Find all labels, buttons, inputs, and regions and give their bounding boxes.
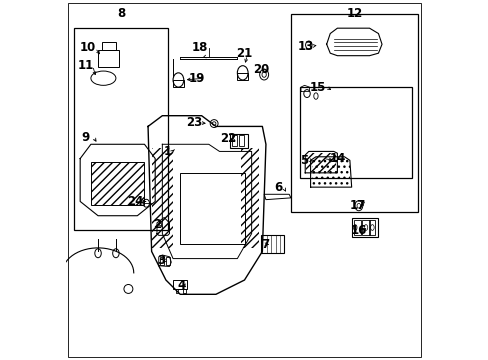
Text: 8: 8 (117, 8, 125, 21)
Bar (239, 135, 244, 146)
Bar (230, 134, 247, 148)
Text: 21: 21 (236, 47, 252, 60)
Bar (260, 235, 283, 253)
Text: 23: 23 (186, 116, 202, 129)
Text: 11: 11 (77, 59, 94, 72)
Bar (290, 14, 417, 212)
Text: 1: 1 (163, 145, 171, 158)
Bar (231, 135, 237, 146)
Text: 16: 16 (350, 224, 366, 237)
Text: 12: 12 (346, 8, 363, 21)
Bar (91, 162, 144, 205)
Text: 19: 19 (189, 72, 205, 85)
Bar (180, 173, 244, 244)
Text: 2: 2 (153, 218, 161, 231)
Text: 22: 22 (220, 132, 236, 145)
Text: 3: 3 (157, 254, 165, 267)
Bar (312, 159, 349, 186)
Bar (305, 153, 336, 172)
Bar (241, 148, 258, 248)
Bar (102, 42, 116, 50)
Bar (353, 220, 360, 235)
Bar (299, 87, 411, 178)
Text: 15: 15 (309, 81, 325, 94)
Text: 24: 24 (127, 195, 143, 208)
Bar (91, 162, 144, 205)
Bar (98, 50, 119, 67)
Bar (237, 73, 247, 80)
Bar (173, 280, 187, 289)
Text: 14: 14 (329, 152, 346, 165)
Bar (151, 148, 173, 248)
Text: 18: 18 (191, 41, 207, 54)
Bar (351, 217, 378, 237)
Text: 9: 9 (81, 131, 89, 144)
Bar (74, 28, 168, 230)
Text: 10: 10 (80, 41, 96, 54)
Text: 7: 7 (261, 238, 269, 251)
Text: 4: 4 (178, 279, 186, 292)
Bar (362, 220, 369, 235)
Bar (173, 80, 183, 87)
Text: 13: 13 (297, 40, 313, 53)
Bar (368, 220, 374, 235)
Bar (160, 257, 164, 265)
Text: 6: 6 (274, 181, 282, 194)
Bar (165, 257, 170, 265)
Text: 20: 20 (253, 63, 269, 76)
Text: 17: 17 (349, 198, 366, 212)
Text: 5: 5 (300, 154, 308, 167)
